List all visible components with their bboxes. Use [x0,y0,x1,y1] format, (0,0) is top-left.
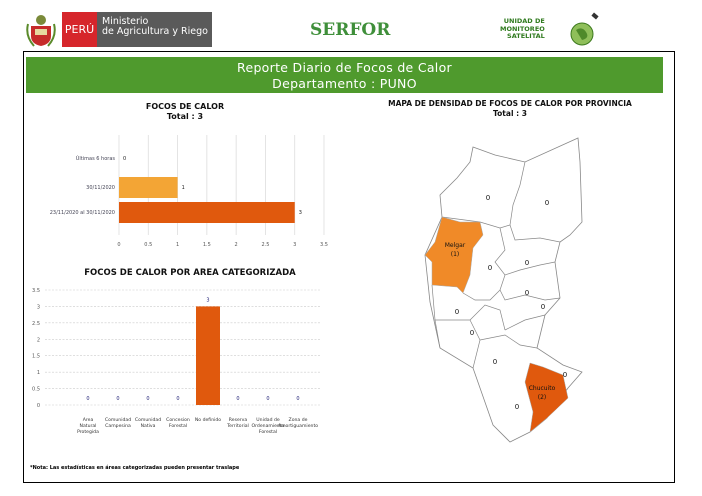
melgar-count: (1) [451,251,460,258]
data-label: 0 [266,396,269,402]
bar-2 [119,202,295,223]
data-label: 0 [123,156,126,162]
ministry-line1: Ministerio [102,16,149,27]
y-tick-label: 3 [37,304,40,310]
bar-4 [196,306,220,405]
chart1-total: Total : 3 [166,112,204,121]
y-tick-label: 2.5 [32,321,40,327]
category-label: Unidad de Ordenamiento Forestal [252,417,285,435]
province-count-label: 0 [486,194,490,202]
category-label: Comunidad Campesina [105,417,131,429]
x-tick-label: 0.5 [144,242,152,248]
ums-line3: SATELITAL [507,32,545,40]
province-count-label: 0 [525,289,529,297]
chart1-title: FOCOS DE CALOR [145,102,225,111]
x-tick-label: 2.5 [261,242,269,248]
ums-logo-text: UNIDAD DE MONITOREO SATELITAL [500,17,545,41]
category-label: Últimas 6 horas [76,155,116,162]
y-tick-label: 3.5 [32,288,40,294]
province-count-label: 0 [563,371,567,379]
province-borders [431,161,561,369]
province-count-label: 0 [493,358,497,366]
footnote: *Nota: Las estadísticas en áreas categor… [30,465,240,471]
bar-1 [119,177,178,198]
category-label: No definido [195,417,221,423]
melgar-label: Melgar [445,242,466,249]
category-label: 23/11/2020 al 30/11/2020 [50,210,115,216]
x-tick-label: 3 [293,242,296,248]
category-label: 30/11/2020 [86,185,115,191]
map-total: Total : 3 [493,109,527,118]
data-label: 3 [206,297,209,303]
map-title: MAPA DE DENSIDAD DE FOCOS DE CALOR POR P… [388,99,632,108]
peru-label: PERÚ [62,12,97,47]
province-melgar [424,216,484,294]
province-chucuito [524,362,569,433]
x-tick-label: 3.5 [320,242,328,248]
y-tick-label: 0.5 [32,387,40,393]
puno-outline [424,137,583,443]
peru-coat-of-arms-icon [25,12,57,48]
province-count-label: 0 [515,403,519,411]
data-label: 0 [296,396,299,402]
x-tick-label: 1.5 [203,242,211,248]
data-label: 0 [86,396,89,402]
category-label: Reserva Territorial [226,417,249,429]
department-subtitle: Departamento : PUNO [272,76,417,91]
data-label: 0 [236,396,239,402]
chart1-title-block: FOCOS DE CALOR Total : 3 [110,102,260,122]
province-count-label: 0 [541,303,545,311]
y-tick-label: 0 [37,403,40,409]
chart2-title: FOCOS DE CALOR POR AREA CATEGORIZADA [84,268,296,278]
map-title-block: MAPA DE DENSIDAD DE FOCOS DE CALOR POR P… [350,99,670,119]
chucuito-label: Chucuito [529,385,556,392]
data-label: 0 [116,396,119,402]
category-label: Zona de Amortiguamiento [278,417,318,429]
x-tick-label: 1 [176,242,179,248]
province-count-label: 0 [470,329,474,337]
ums-line2: MONITOREO [500,24,545,33]
data-label: 0 [176,396,179,402]
category-label: Concesion Forestal [166,417,190,429]
report-banner: Reporte Diario de Focos de Calor Departa… [26,57,663,93]
province-count-label: 0 [525,259,529,267]
ums-line1: UNIDAD DE [503,17,545,25]
x-tick-label: 2 [235,242,238,248]
serfor-logo: SERFOR [310,20,391,40]
y-tick-label: 1 [37,370,40,376]
category-label: Area Natural Protegida [77,417,99,435]
y-tick-label: 2 [37,337,40,343]
y-tick-label: 1.5 [32,354,40,360]
province-count-label: 0 [545,199,549,207]
category-label: Comunidad Nativa [135,417,161,429]
ministry-logo: PERÚ Ministerio de Agricultura y Riego [62,12,212,47]
data-label: 0 [146,396,149,402]
satellite-globe-icon [568,12,608,48]
data-label: 3 [299,210,302,216]
chucuito-count: (2) [538,394,547,401]
data-label: 1 [182,185,185,191]
report-frame [23,51,675,483]
province-count-label: 0 [455,308,459,316]
x-tick-label: 0 [117,242,120,248]
province-count-label: 0 [488,264,492,272]
report-title: Reporte Diario de Focos de Calor [237,60,452,75]
ministry-line2: de Agricultura y Riego [102,26,208,37]
